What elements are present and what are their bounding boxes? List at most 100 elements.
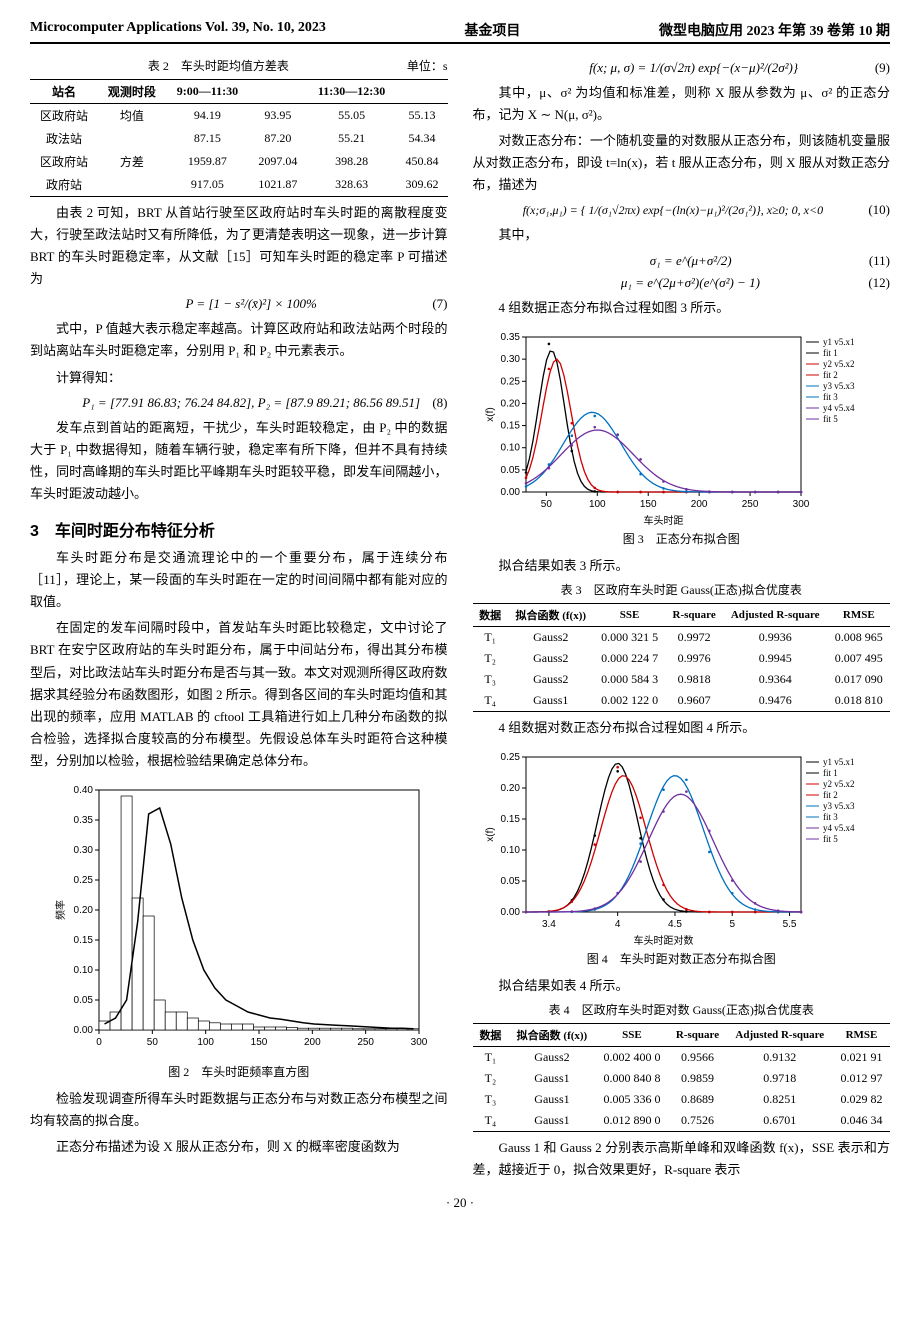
para: 检验发现调查所得车头时距数据与正态分布与对数正态分布模型之间均有较高的拟合度。	[30, 1088, 448, 1132]
svg-text:50: 50	[541, 499, 553, 510]
svg-text:fit 1: fit 1	[823, 348, 838, 358]
para: 发车点到首站的距离短，干扰少，车头时距较稳定，由 P₂ 中的数据大于 P₁ 中数…	[30, 417, 448, 505]
table4-caption: 表 4 区政府车头时距对数 Gauss(正态)拟合优度表	[473, 1001, 891, 1018]
para: 正态分布描述为设 X 服从正态分布，则 X 的概率密度函数为	[30, 1136, 448, 1158]
svg-text:0: 0	[96, 1037, 102, 1048]
figure4: 0.00 0.05 0.10 0.15 0.20 0.25 3.4 4 4.5 5 5.5 y1 v5…	[473, 747, 891, 967]
eq11: σ₁ = e^(μ+σ²/2)(11)	[473, 253, 891, 269]
svg-text:0.20: 0.20	[73, 905, 93, 916]
svg-text:fit 2: fit 2	[823, 790, 838, 800]
svg-text:fit 5: fit 5	[823, 834, 838, 844]
svg-text:0.05: 0.05	[501, 465, 521, 476]
table2: 站名观测时段9:00—11:3011:30—12:30区政府站均值94.1993…	[30, 79, 448, 197]
page-number: · 20 ·	[30, 1195, 890, 1211]
svg-text:100: 100	[197, 1037, 214, 1048]
para: Gauss 1 和 Gauss 2 分别表示高斯单峰和双峰函数 f(x)，SSE…	[473, 1137, 891, 1181]
table3: 数据拟合函数 (f(x))SSER-squareAdjusted R-squar…	[473, 603, 891, 712]
svg-text:100: 100	[589, 499, 606, 510]
header-right: 微型电脑应用 2023 年第 39 卷第 10 期	[659, 20, 890, 40]
svg-text:300: 300	[793, 499, 810, 510]
svg-text:车头时距对数: 车头时距对数	[634, 934, 694, 947]
svg-text:fit 5: fit 5	[823, 414, 838, 424]
svg-text:0.00: 0.00	[501, 907, 521, 918]
svg-text:0.15: 0.15	[501, 420, 521, 431]
svg-text:50: 50	[147, 1037, 159, 1048]
svg-text:0.05: 0.05	[73, 995, 93, 1006]
right-column: f(x; μ, σ) = 1/(σ√2π) exp{−(x−μ)²/(2σ²)}…	[473, 54, 891, 1185]
svg-text:0.20: 0.20	[501, 398, 521, 409]
svg-text:150: 150	[250, 1037, 267, 1048]
eq7: P = [1 − s²/(x̄)²] × 100%(7)	[30, 296, 448, 312]
svg-text:fit 2: fit 2	[823, 370, 838, 380]
table4: 数据拟合函数 (f(x))SSER-squareAdjusted R-squar…	[473, 1023, 891, 1132]
para: 车头时距分布是交通流理论中的一个重要分布，属于连续分布［11］，理论上，某一段面…	[30, 547, 448, 613]
svg-text:0.35: 0.35	[501, 332, 521, 343]
svg-text:y1 v5.x1: y1 v5.x1	[823, 337, 855, 347]
para: 4 组数据对数正态分布拟合过程如图 4 所示。	[473, 717, 891, 739]
eq10: f(x;σ₁,μ₁) = { 1/(σ₁√2πx) exp{−(ln(x)−μ₁…	[473, 202, 891, 218]
eq8: P₁ = [77.91 86.83; 76.24 84.82], P₂ = [8…	[30, 395, 448, 411]
svg-text:fit 3: fit 3	[823, 392, 838, 402]
svg-text:0.15: 0.15	[73, 935, 93, 946]
svg-text:y2 v5.x2: y2 v5.x2	[823, 779, 855, 789]
svg-text:0.20: 0.20	[501, 783, 521, 794]
svg-text:y2 v5.x2: y2 v5.x2	[823, 359, 855, 369]
svg-text:y4 v5.x4: y4 v5.x4	[823, 403, 855, 413]
svg-text:0.30: 0.30	[73, 845, 93, 856]
svg-text:y3 v5.x3: y3 v5.x3	[823, 381, 855, 391]
svg-text:5.5: 5.5	[783, 919, 797, 930]
table3-caption: 表 3 区政府车头时距 Gauss(正态)拟合优度表	[473, 581, 891, 598]
svg-text:0.10: 0.10	[73, 965, 93, 976]
svg-text:0.25: 0.25	[501, 376, 521, 387]
svg-text:0.35: 0.35	[73, 815, 93, 826]
para: 式中，P 值越大表示稳定率越高。计算区政府站和政法站两个时段的到站离站车头时距稳…	[30, 318, 448, 362]
para: 在固定的发车间隔时段中，首发站车头时距比较稳定，文中讨论了 BRT 在安宁区政府…	[30, 617, 448, 772]
svg-text:4.5: 4.5	[668, 919, 682, 930]
svg-text:fit 3: fit 3	[823, 812, 838, 822]
svg-text:y3 v5.x3: y3 v5.x3	[823, 801, 855, 811]
svg-text:250: 250	[357, 1037, 374, 1048]
svg-text:200: 200	[304, 1037, 321, 1048]
para: 对数正态分布：一个随机变量的对数服从正态分布，则该随机变量服从对数正态分布，即设…	[473, 130, 891, 196]
para: 计算得知：	[30, 367, 448, 389]
svg-text:频率: 频率	[54, 900, 67, 920]
fig2-caption: 图 2 车头时距频率直方图	[30, 1063, 448, 1080]
svg-text:0.05: 0.05	[501, 876, 521, 887]
para: 其中，	[473, 224, 891, 246]
svg-text:0.30: 0.30	[501, 354, 521, 365]
svg-text:4: 4	[615, 919, 621, 930]
svg-text:x(f): x(f)	[485, 827, 496, 841]
eq12: μ₁ = e^(2μ+σ²)(e^(σ²) − 1)(12)	[473, 275, 891, 291]
svg-text:0.00: 0.00	[73, 1025, 93, 1036]
svg-text:y1 v5.x1: y1 v5.x1	[823, 757, 855, 767]
figure3: 0.00 0.05 0.10 0.15 0.20 0.25 0.30 0.35 50 100 150…	[473, 327, 891, 547]
section3-title: 3 车间时距分布特征分析	[30, 517, 448, 541]
header-center: 基金项目	[464, 20, 520, 40]
svg-text:5: 5	[730, 919, 736, 930]
svg-text:0.40: 0.40	[73, 785, 93, 796]
figure2: 0.00 0.05 0.10 0.15 0.20 0.25 0.30 0.35 0.40 0 50 1…	[30, 780, 448, 1080]
svg-text:0.10: 0.10	[501, 845, 521, 856]
svg-text:0.00: 0.00	[501, 487, 521, 498]
para: 拟合结果如表 4 所示。	[473, 975, 891, 997]
svg-text:300: 300	[410, 1037, 427, 1048]
header-left: Microcomputer Applications Vol. 39, No. …	[30, 20, 326, 40]
svg-text:车头时距: 车头时距	[644, 514, 684, 527]
eq9: f(x; μ, σ) = 1/(σ√2π) exp{−(x−μ)²/(2σ²)}…	[473, 60, 891, 76]
svg-text:x(f): x(f)	[485, 407, 496, 421]
svg-text:200: 200	[691, 499, 708, 510]
svg-text:fit 1: fit 1	[823, 768, 838, 778]
svg-text:y4 v5.x4: y4 v5.x4	[823, 823, 855, 833]
left-column: 表 2 车头时距均值方差表 单位：s 站名观测时段9:00—11:3011:30…	[30, 54, 448, 1185]
fig4-caption: 图 4 车头时距对数正态分布拟合图	[473, 950, 891, 967]
svg-text:3.4: 3.4	[542, 919, 556, 930]
para: 由表 2 可知，BRT 从首站行驶至区政府站时车头时距的离散程度变大，行驶至政法…	[30, 202, 448, 290]
para: 其中，μ、σ² 为均值和标准差，则称 X 服从参数为 μ、σ² 的正态分布，记为…	[473, 82, 891, 126]
svg-text:0.10: 0.10	[501, 442, 521, 453]
svg-text:0.25: 0.25	[73, 875, 93, 886]
svg-text:150: 150	[640, 499, 657, 510]
fig3-caption: 图 3 正态分布拟合图	[473, 530, 891, 547]
svg-text:0.25: 0.25	[501, 752, 521, 763]
para: 拟合结果如表 3 所示。	[473, 555, 891, 577]
svg-text:0.15: 0.15	[501, 814, 521, 825]
